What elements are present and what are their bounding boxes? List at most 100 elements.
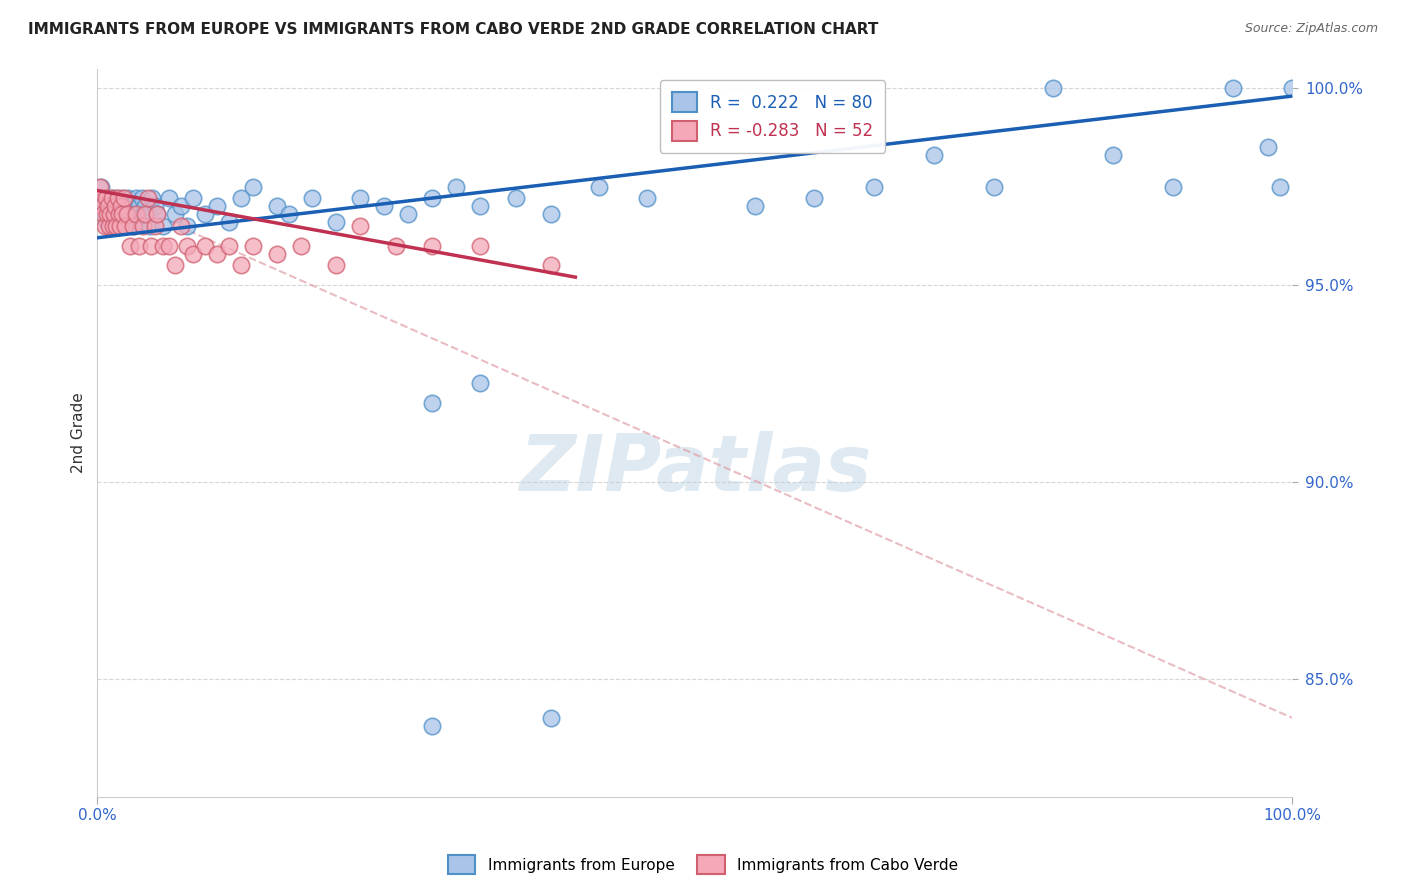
Point bbox=[124, 219, 146, 233]
Point bbox=[96, 207, 118, 221]
Point bbox=[218, 238, 240, 252]
Point bbox=[1281, 81, 1303, 95]
Point bbox=[124, 191, 146, 205]
Point bbox=[540, 258, 562, 272]
Point bbox=[863, 179, 886, 194]
Point bbox=[266, 246, 288, 260]
Point bbox=[588, 179, 610, 194]
Point bbox=[103, 199, 125, 213]
Point bbox=[93, 219, 115, 233]
Point bbox=[1222, 81, 1244, 95]
Point bbox=[152, 238, 174, 252]
Point bbox=[242, 238, 264, 252]
Point bbox=[141, 191, 163, 205]
Point bbox=[1257, 140, 1279, 154]
Point bbox=[90, 179, 112, 194]
Point bbox=[125, 207, 148, 221]
Point bbox=[134, 199, 156, 213]
Point bbox=[124, 207, 146, 221]
Point bbox=[636, 191, 658, 205]
Legend: R =  0.222   N = 80, R = -0.283   N = 52: R = 0.222 N = 80, R = -0.283 N = 52 bbox=[661, 80, 884, 153]
Point bbox=[181, 191, 204, 205]
Point bbox=[803, 191, 825, 205]
Point bbox=[1270, 179, 1292, 194]
Point bbox=[922, 148, 945, 162]
Point bbox=[98, 219, 121, 233]
Point bbox=[108, 219, 131, 233]
Point bbox=[349, 219, 371, 233]
Legend: Immigrants from Europe, Immigrants from Cabo Verde: Immigrants from Europe, Immigrants from … bbox=[441, 849, 965, 880]
Point bbox=[115, 199, 138, 213]
Point bbox=[114, 219, 136, 233]
Point bbox=[163, 258, 186, 272]
Point bbox=[396, 207, 419, 221]
Point bbox=[1161, 179, 1184, 194]
Point bbox=[110, 215, 132, 229]
Point bbox=[349, 191, 371, 205]
Point bbox=[540, 711, 562, 725]
Point bbox=[444, 179, 467, 194]
Point bbox=[122, 207, 145, 221]
Point bbox=[114, 219, 136, 233]
Point bbox=[170, 199, 193, 213]
Point bbox=[91, 207, 114, 221]
Point bbox=[205, 199, 228, 213]
Point bbox=[176, 238, 198, 252]
Point bbox=[105, 191, 128, 205]
Point bbox=[105, 219, 128, 233]
Point bbox=[108, 207, 131, 221]
Point bbox=[128, 199, 150, 213]
Point bbox=[115, 207, 138, 221]
Point bbox=[104, 199, 127, 213]
Point bbox=[983, 179, 1005, 194]
Point bbox=[170, 219, 193, 233]
Point bbox=[505, 191, 527, 205]
Point bbox=[98, 207, 121, 221]
Point bbox=[94, 191, 117, 205]
Point bbox=[420, 719, 443, 733]
Point bbox=[290, 238, 312, 252]
Point bbox=[194, 238, 217, 252]
Point bbox=[97, 199, 120, 213]
Point bbox=[131, 191, 153, 205]
Point bbox=[100, 207, 122, 221]
Point bbox=[97, 199, 120, 213]
Point bbox=[110, 199, 132, 213]
Point bbox=[468, 376, 491, 391]
Text: ZIPatlas: ZIPatlas bbox=[519, 431, 870, 507]
Point bbox=[325, 258, 347, 272]
Point bbox=[132, 219, 155, 233]
Point bbox=[157, 238, 180, 252]
Point bbox=[96, 215, 118, 229]
Point bbox=[157, 191, 180, 205]
Point bbox=[229, 191, 252, 205]
Point bbox=[218, 215, 240, 229]
Point bbox=[176, 219, 198, 233]
Point bbox=[205, 246, 228, 260]
Point bbox=[143, 219, 166, 233]
Point bbox=[90, 191, 112, 205]
Point bbox=[277, 207, 299, 221]
Point bbox=[129, 215, 152, 229]
Point bbox=[89, 179, 111, 194]
Point bbox=[101, 219, 124, 233]
Point bbox=[107, 219, 129, 233]
Point bbox=[112, 207, 135, 221]
Point bbox=[103, 207, 125, 221]
Point bbox=[100, 219, 122, 233]
Point bbox=[100, 191, 122, 205]
Point bbox=[194, 207, 217, 221]
Point bbox=[468, 238, 491, 252]
Point bbox=[93, 207, 115, 221]
Point bbox=[420, 191, 443, 205]
Point bbox=[146, 207, 169, 221]
Point bbox=[115, 207, 138, 221]
Text: IMMIGRANTS FROM EUROPE VS IMMIGRANTS FROM CABO VERDE 2ND GRADE CORRELATION CHART: IMMIGRANTS FROM EUROPE VS IMMIGRANTS FRO… bbox=[28, 22, 879, 37]
Point bbox=[122, 219, 145, 233]
Point bbox=[104, 215, 127, 229]
Point bbox=[1102, 148, 1125, 162]
Y-axis label: 2nd Grade: 2nd Grade bbox=[72, 392, 86, 473]
Point bbox=[134, 207, 156, 221]
Point bbox=[744, 199, 766, 213]
Point bbox=[152, 219, 174, 233]
